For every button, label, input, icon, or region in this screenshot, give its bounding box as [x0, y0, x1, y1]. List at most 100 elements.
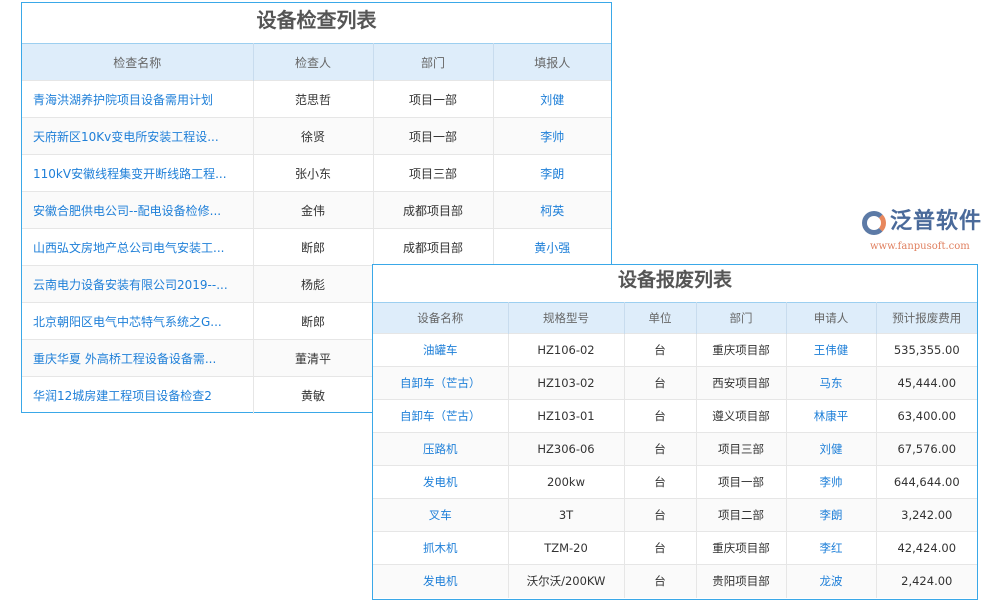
table-cell: 西安项目部 [696, 366, 787, 400]
logo-url: www.fanpusoft.com [870, 241, 970, 252]
table-cell[interactable]: 柯英 [493, 191, 611, 229]
table-row[interactable]: 山西弘文房地产总公司电气安装工... 断郎 成都项目部 黄小强 [22, 228, 611, 266]
table-cell[interactable]: 发电机 [373, 465, 509, 499]
table-cell: 项目二部 [696, 498, 787, 532]
column-header: 填报人 [493, 43, 611, 81]
table-cell[interactable]: 110kV安徽线程集变开断线路工程... [22, 154, 254, 192]
column-header: 单位 [624, 302, 697, 334]
table-cell[interactable]: 山西弘文房地产总公司电气安装工... [22, 228, 254, 266]
table-cell[interactable]: 华润12城房建工程项目设备检查2 [22, 376, 254, 414]
table-cell[interactable]: 安徽合肥供电公司--配电设备检修... [22, 191, 254, 229]
table-cell[interactable]: 王伟健 [786, 333, 877, 367]
table-cell: 台 [624, 564, 697, 598]
table-cell: 贵阳项目部 [696, 564, 787, 598]
table-row[interactable]: 自卸车（芒古） HZ103-02 台西安项目部 马东 45,444.00 [373, 366, 977, 400]
scrap-header-row: 设备名称 规格型号 单位 部门 申请人 预计报废费用 [373, 302, 977, 334]
table-cell: 杨彪 [253, 265, 374, 303]
table-cell: 项目一部 [373, 80, 494, 118]
table-cell: 项目三部 [696, 432, 787, 466]
table-row[interactable]: 抓木机 TZM-20 台重庆项目部 李红 42,424.00 [373, 531, 977, 565]
table-cell[interactable]: 刘健 [493, 80, 611, 118]
table-cell[interactable]: 重庆华夏 外高桥工程设备设备需... [22, 339, 254, 377]
table-cell: 重庆项目部 [696, 333, 787, 367]
table-cell: 2,424.00 [876, 564, 977, 598]
table-cell: 金伟 [253, 191, 374, 229]
column-header: 检查人 [253, 43, 374, 81]
table-cell[interactable]: 自卸车（芒古） [373, 366, 509, 400]
fanpu-logo-watermark: 泛普软件 www.fanpusoft.com [860, 208, 994, 258]
table-cell[interactable]: 云南电力设备安装有限公司2019--... [22, 265, 254, 303]
table-cell: 45,444.00 [876, 366, 977, 400]
inspection-list-panel: 设备检查列表 检查名称 检查人 部门 填报人 青海洪湖养护院项目设备需用计划 范思哲 项目… [21, 2, 612, 414]
table-cell: 台 [624, 432, 697, 466]
table-row[interactable]: 青海洪湖养护院项目设备需用计划 范思哲 项目一部 刘健 [22, 80, 611, 118]
table-cell[interactable]: 马东 [786, 366, 877, 400]
column-header: 检查名称 [22, 43, 254, 81]
table-cell[interactable]: 李帅 [493, 117, 611, 155]
table-row[interactable]: 油罐车 HZ106-02 台重庆项目部 王伟健 535,355.00 [373, 333, 977, 367]
table-cell[interactable]: 刘健 [786, 432, 877, 466]
table-cell: 42,424.00 [876, 531, 977, 565]
table-cell[interactable]: 天府新区10Kv变电所安装工程设... [22, 117, 254, 155]
table-row[interactable]: 110kV安徽线程集变开断线路工程... 张小东 项目三部 李朗 [22, 154, 611, 192]
table-cell[interactable]: 发电机 [373, 564, 509, 598]
table-cell[interactable]: 李红 [786, 531, 877, 565]
table-cell[interactable]: 抓木机 [373, 531, 509, 565]
table-cell: 沃尔沃/200KW [508, 564, 625, 598]
table-cell: 遵义项目部 [696, 399, 787, 433]
table-row[interactable]: 叉车 3T 台项目二部 李朗 3,242.00 [373, 498, 977, 532]
table-row[interactable]: 发电机 沃尔沃/200KW 台贵阳项目部 龙波 2,424.00 [373, 564, 977, 598]
table-row[interactable]: 发电机 200kw 台项目一部 李帅 644,644.00 [373, 465, 977, 499]
table-cell: 断郎 [253, 228, 374, 266]
logo-name: 泛普软件 [890, 209, 983, 234]
table-cell: 3,242.00 [876, 498, 977, 532]
table-cell[interactable]: 油罐车 [373, 333, 509, 367]
table-cell: HZ306-06 [508, 432, 625, 466]
table-cell[interactable]: 青海洪湖养护院项目设备需用计划 [22, 80, 254, 118]
table-cell[interactable]: 黄小强 [493, 228, 611, 266]
table-cell: 台 [624, 465, 697, 499]
table-cell: HZ106-02 [508, 333, 625, 367]
table-cell: 徐贤 [253, 117, 374, 155]
table-cell: HZ103-02 [508, 366, 625, 400]
table-cell[interactable]: 北京朝阳区电气中芯特气系统之G... [22, 302, 254, 340]
inspection-header-row: 检查名称 检查人 部门 填报人 [22, 43, 611, 81]
table-cell: 67,576.00 [876, 432, 977, 466]
table-row[interactable]: 自卸车（芒古） HZ103-01 台遵义项目部 林康平 63,400.00 [373, 399, 977, 433]
table-cell[interactable]: 林康平 [786, 399, 877, 433]
table-cell: 63,400.00 [876, 399, 977, 433]
table-cell[interactable]: 李朗 [786, 498, 877, 532]
table-cell: 644,644.00 [876, 465, 977, 499]
table-cell: 200kw [508, 465, 625, 499]
column-header: 部门 [696, 302, 787, 334]
table-cell[interactable]: 叉车 [373, 498, 509, 532]
column-header: 部门 [373, 43, 494, 81]
table-cell: 范思哲 [253, 80, 374, 118]
table-cell[interactable]: 自卸车（芒古） [373, 399, 509, 433]
column-header: 预计报废费用 [876, 302, 977, 334]
table-cell: 成都项目部 [373, 191, 494, 229]
logo-icon [862, 211, 886, 235]
table-cell: 张小东 [253, 154, 374, 192]
table-cell: 台 [624, 531, 697, 565]
table-cell: 台 [624, 333, 697, 367]
table-cell: 台 [624, 366, 697, 400]
table-cell: 项目一部 [373, 117, 494, 155]
table-cell: 3T [508, 498, 625, 532]
table-cell: 董清平 [253, 339, 374, 377]
inspection-table: 检查名称 检查人 部门 填报人 青海洪湖养护院项目设备需用计划 范思哲 项目一部 刘健 天府新… [22, 43, 611, 414]
table-cell[interactable]: 李帅 [786, 465, 877, 499]
table-cell: TZM-20 [508, 531, 625, 565]
table-row[interactable]: 安徽合肥供电公司--配电设备检修... 金伟 成都项目部 柯英 [22, 191, 611, 229]
table-cell[interactable]: 压路机 [373, 432, 509, 466]
column-header: 申请人 [786, 302, 877, 334]
scrap-table-body: 油罐车 HZ106-02 台重庆项目部 王伟健 535,355.00 自卸车（芒古） HZ1… [373, 333, 977, 598]
table-cell: 黄敏 [253, 376, 374, 414]
table-cell[interactable]: 龙波 [786, 564, 877, 598]
table-row[interactable]: 压路机 HZ306-06 台项目三部 刘健 67,576.00 [373, 432, 977, 466]
column-header: 设备名称 [373, 302, 509, 334]
table-cell: 项目一部 [696, 465, 787, 499]
scrap-table: 设备名称 规格型号 单位 部门 申请人 预计报废费用 油罐车 HZ106-02 台重庆项目部王… [373, 302, 977, 598]
table-row[interactable]: 天府新区10Kv变电所安装工程设... 徐贤 项目一部 李帅 [22, 117, 611, 155]
table-cell[interactable]: 李朗 [493, 154, 611, 192]
